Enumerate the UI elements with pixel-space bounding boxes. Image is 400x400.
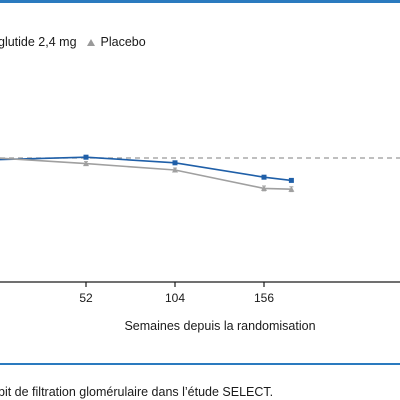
data-point-placebo [172,167,178,173]
data-point-semaglutide [288,177,294,183]
triangle-marker-icon [86,38,95,46]
legend-item-semaglutide: glutide 2,4 mg [0,35,77,49]
caption-divider [0,363,400,365]
legend-label-semaglutide: glutide 2,4 mg [0,35,77,49]
series-line-placebo [0,157,292,190]
legend-item-placebo: Placebo [77,35,146,49]
top-frame-line [0,0,400,3]
x-tick-label: 156 [254,291,274,305]
legend-label-placebo: Placebo [100,35,146,49]
data-point-semaglutide [83,154,89,160]
legend: glutide 2,4 mg Placebo [0,33,146,51]
data-point-semaglutide [172,160,178,166]
data-point-placebo [83,160,89,167]
x-tick-label: 52 [79,291,93,305]
figure-caption: bit de filtration glomérulaire dans l’ét… [0,385,274,399]
data-point-semaglutide [261,174,267,180]
data-point-placebo [261,185,267,191]
x-axis-title: Semaines depuis la randomisation [124,319,316,333]
data-point-placebo [288,186,295,192]
x-tick-label: 104 [165,291,185,305]
